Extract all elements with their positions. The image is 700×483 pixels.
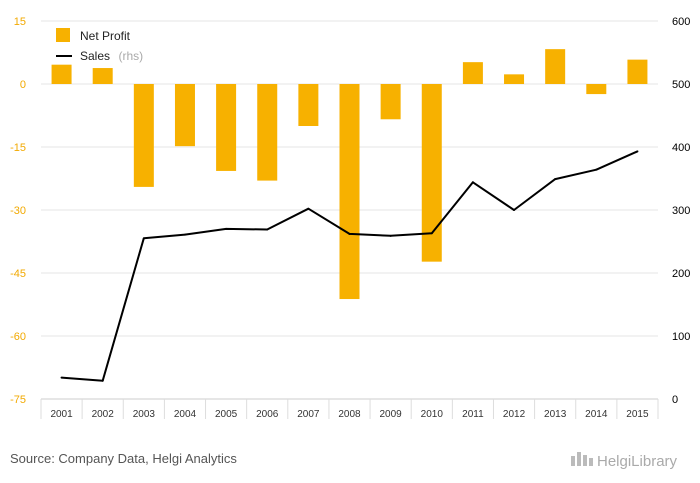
- helgi-logo-icon: [571, 452, 593, 466]
- y-right-tick-label: 100: [672, 331, 690, 343]
- y-right-tick-label: 0: [672, 394, 678, 406]
- source-text: Source: Company Data, Helgi Analytics: [10, 451, 237, 466]
- x-tick-label: 2006: [256, 409, 279, 420]
- net-profit-bar: [133, 84, 154, 187]
- legend-sales-label-group: Sales (rhs): [80, 47, 143, 64]
- footer: Source: Company Data, Helgi Analytics He…: [10, 451, 678, 470]
- net-profit-bar: [586, 84, 607, 95]
- sales-point: [183, 233, 186, 236]
- x-tick-label: 2015: [626, 409, 649, 420]
- y-right-tick-label: 400: [672, 142, 690, 154]
- x-tick-label: 2014: [585, 409, 608, 420]
- sales-point: [595, 168, 598, 171]
- legend-sales-label: Sales: [80, 49, 110, 63]
- x-tick-label: 2003: [133, 409, 156, 420]
- net-profit-bar: [504, 74, 525, 84]
- sales-point: [513, 209, 516, 211]
- sales-point: [266, 228, 269, 231]
- sales-point: [471, 181, 474, 184]
- sales-point: [225, 227, 228, 230]
- sales-point: [60, 376, 63, 379]
- sales-point: [554, 178, 557, 181]
- axis-layer: 15 600 0 500 -15 400 -30 300 -45 200 -60 100 -75 0 200…: [10, 16, 690, 420]
- x-tick-label: 2007: [297, 409, 320, 420]
- sales-point: [142, 237, 145, 240]
- y-right-tick-label: 300: [672, 205, 690, 217]
- sales-point: [307, 207, 310, 210]
- x-tick-label: 2001: [50, 409, 73, 420]
- net-profit-bar: [380, 84, 401, 120]
- net-profit-bar: [174, 84, 195, 147]
- net-profit-bar: [627, 59, 648, 84]
- y-left-tick-label: -45: [10, 268, 26, 280]
- y-left-tick-label: 0: [20, 79, 26, 91]
- net-profit-bar: [462, 62, 483, 84]
- x-tick-label: 2012: [503, 409, 526, 420]
- y-left-tick-label: 15: [14, 16, 26, 28]
- net-profit-bar: [216, 84, 237, 171]
- net-profit-bar: [421, 84, 442, 262]
- y-left-tick-label: -30: [10, 205, 26, 217]
- legend: Net Profit Sales (rhs): [56, 28, 143, 64]
- sales-point: [101, 379, 104, 382]
- line-layer: [60, 150, 639, 382]
- x-tick-label: 2009: [380, 409, 403, 420]
- legend-net-profit-label: Net Profit: [80, 29, 131, 43]
- y-right-tick-label: 200: [672, 268, 690, 280]
- net-profit-bar: [92, 68, 113, 84]
- net-profit-bar: [339, 84, 360, 300]
- net-profit-bar: [51, 64, 72, 84]
- x-tick-label: 2011: [462, 409, 484, 420]
- y-left-tick-label: -75: [10, 394, 26, 406]
- legend-net-profit-swatch: [56, 28, 70, 42]
- y-right-tick-label: 500: [672, 79, 690, 91]
- net-profit-bar: [257, 84, 278, 181]
- x-tick-label: 2004: [174, 409, 197, 420]
- brand-text: HelgiLibrary: [597, 453, 678, 470]
- net-profit-bar: [545, 49, 566, 84]
- bar-layer: [51, 49, 648, 300]
- legend-sales-suffix: (rhs): [118, 49, 143, 63]
- sales-point: [348, 232, 351, 235]
- x-tick-label: 2008: [338, 409, 361, 420]
- sales-point: [389, 234, 392, 237]
- x-tick-label: 2005: [215, 409, 238, 420]
- sales-point: [636, 150, 639, 153]
- x-tick-label: 2010: [421, 409, 444, 420]
- y-right-tick-label: 600: [672, 16, 690, 28]
- sales-point: [430, 232, 433, 235]
- net-profit-bar: [298, 84, 319, 126]
- y-left-tick-label: -15: [10, 142, 26, 154]
- x-tick-label: 2002: [92, 409, 115, 420]
- x-tick-label: 2013: [544, 409, 567, 420]
- y-left-tick-label: -60: [10, 331, 26, 343]
